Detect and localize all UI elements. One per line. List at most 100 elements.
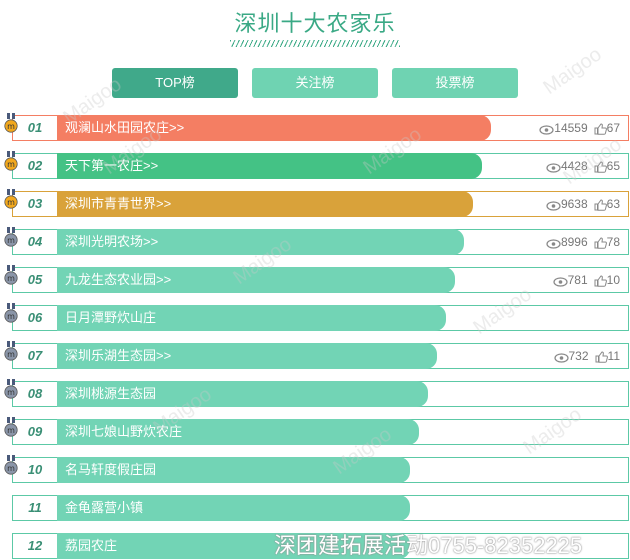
gold-medal-icon: m (4, 113, 18, 135)
view-count: 781 (567, 273, 588, 287)
list-item[interactable]: 12 荔园农庄 (12, 533, 629, 559)
gold-medal-icon: m (4, 151, 18, 173)
item-stats: 14559 67 (539, 116, 620, 140)
svg-text:m: m (7, 160, 15, 169)
ranking-bar (57, 305, 446, 331)
like-count: 65 (606, 159, 620, 173)
list-item[interactable]: 03 深圳市青青世界>> 9638 63 (12, 191, 629, 217)
item-name-link[interactable]: 金龟露营小镇 (65, 500, 144, 515)
item-stats: 8996 78 (546, 230, 620, 254)
thumbs-up-icon[interactable] (594, 235, 607, 249)
svg-text:m: m (7, 312, 15, 321)
ranking-bar (57, 115, 491, 141)
rank-number: 09 (27, 424, 43, 439)
silver-medal-icon: m (4, 379, 18, 401)
item-name-link[interactable]: 深圳市青青世界>> (65, 196, 172, 211)
list-item[interactable]: 08 深圳桃源生态园 (12, 381, 629, 407)
list-item[interactable]: 05 九龙生态农业园>> 781 10 (12, 267, 629, 293)
ranking-bar (57, 229, 464, 255)
svg-text:m: m (7, 198, 15, 207)
ranking-bar (57, 381, 428, 407)
item-stats: 781 10 (553, 268, 620, 292)
rank-number: 04 (27, 234, 43, 249)
tab-follow[interactable]: 关注榜 (252, 68, 378, 98)
svg-text:m: m (7, 426, 15, 435)
silver-medal-icon: m (4, 265, 18, 287)
item-name-link[interactable]: 深圳乐湖生态园>> (65, 348, 172, 363)
view-count: 8996 (560, 235, 588, 249)
view-count: 14559 (554, 121, 588, 135)
thumbs-up-icon[interactable] (594, 273, 607, 287)
silver-medal-icon: m (4, 455, 18, 477)
like-count: 10 (606, 273, 620, 287)
eye-icon (546, 197, 561, 211)
item-name-link[interactable]: 荔园农庄 (65, 538, 118, 553)
title-decoration (230, 40, 400, 47)
thumbs-up-icon[interactable] (594, 197, 607, 211)
like-count: 67 (606, 121, 620, 135)
item-stats: 4428 65 (546, 154, 620, 178)
rank-number: 05 (27, 272, 43, 287)
rank-number: 08 (27, 386, 43, 401)
list-item[interactable]: 04 深圳光明农场>> 8996 78 (12, 229, 629, 255)
rank-number: 12 (27, 538, 43, 553)
svg-text:m: m (7, 388, 15, 397)
silver-medal-icon: m (4, 303, 18, 325)
thumbs-up-icon[interactable] (595, 349, 608, 363)
item-name-link[interactable]: 观澜山水田园农庄>> (65, 120, 185, 135)
ranking-bar (57, 533, 410, 559)
like-count: 11 (607, 349, 620, 363)
rank-number: 06 (27, 310, 43, 325)
svg-text:m: m (7, 122, 15, 131)
view-count: 9638 (560, 197, 588, 211)
rank-number: 02 (27, 158, 43, 173)
item-stats: 732 11 (553, 344, 620, 368)
view-count: 4428 (560, 159, 588, 173)
ranking-bar (57, 153, 482, 179)
item-name-link[interactable]: 日月潭野炊山庄 (65, 310, 157, 325)
rank-number: 10 (27, 462, 43, 477)
tab-top[interactable]: TOP榜 (112, 68, 238, 98)
thumbs-up-icon[interactable] (594, 159, 607, 173)
item-name-link[interactable]: 名马轩度假庄园 (65, 462, 157, 477)
eye-icon (546, 235, 561, 249)
item-stats: 9638 63 (546, 192, 620, 216)
svg-text:m: m (7, 350, 15, 359)
eye-icon (539, 121, 554, 135)
silver-medal-icon: m (4, 417, 18, 439)
silver-medal-icon: m (4, 341, 18, 363)
eye-icon (553, 273, 568, 287)
list-item[interactable]: 11 金龟露营小镇 (12, 495, 629, 521)
watermark: Maigoo (539, 43, 606, 99)
item-name-link[interactable]: 九龙生态农业园>> (65, 272, 172, 287)
svg-text:m: m (7, 274, 15, 283)
ranking-bar (57, 267, 455, 293)
tab-vote[interactable]: 投票榜 (392, 68, 518, 98)
list-item[interactable]: 06 日月潭野炊山庄 (12, 305, 629, 331)
rank-number: 11 (28, 500, 42, 515)
ranking-bar (57, 343, 437, 369)
list-item[interactable]: 10 名马轩度假庄园 (12, 457, 629, 483)
list-item[interactable]: 09 深圳七娘山野炊农庄 (12, 419, 629, 445)
svg-text:m: m (7, 236, 15, 245)
ranking-bar (57, 191, 473, 217)
item-name-link[interactable]: 深圳七娘山野炊农庄 (65, 424, 183, 439)
item-name-link[interactable]: 深圳光明农场>> (65, 234, 159, 249)
thumbs-up-icon[interactable] (594, 121, 607, 135)
silver-medal-icon: m (4, 227, 18, 249)
list-item[interactable]: 02 天下第一农庄>> 4428 65 (12, 153, 629, 179)
rank-number: 03 (27, 196, 43, 211)
view-count: 732 (568, 349, 589, 363)
like-count: 63 (606, 197, 620, 211)
eye-icon (546, 159, 561, 173)
ranking-bar (57, 457, 410, 483)
list-item[interactable]: 01 观澜山水田园农庄>> 14559 67 (12, 115, 629, 141)
item-name-link[interactable]: 深圳桃源生态园 (65, 386, 157, 401)
svg-text:m: m (7, 464, 15, 473)
gold-medal-icon: m (4, 189, 18, 211)
like-count: 78 (606, 235, 620, 249)
item-name-link[interactable]: 天下第一农庄>> (65, 158, 159, 173)
ranking-bar (57, 495, 410, 521)
ranking-bar (57, 419, 419, 445)
list-item[interactable]: 07 深圳乐湖生态园>> 732 11 (12, 343, 629, 369)
